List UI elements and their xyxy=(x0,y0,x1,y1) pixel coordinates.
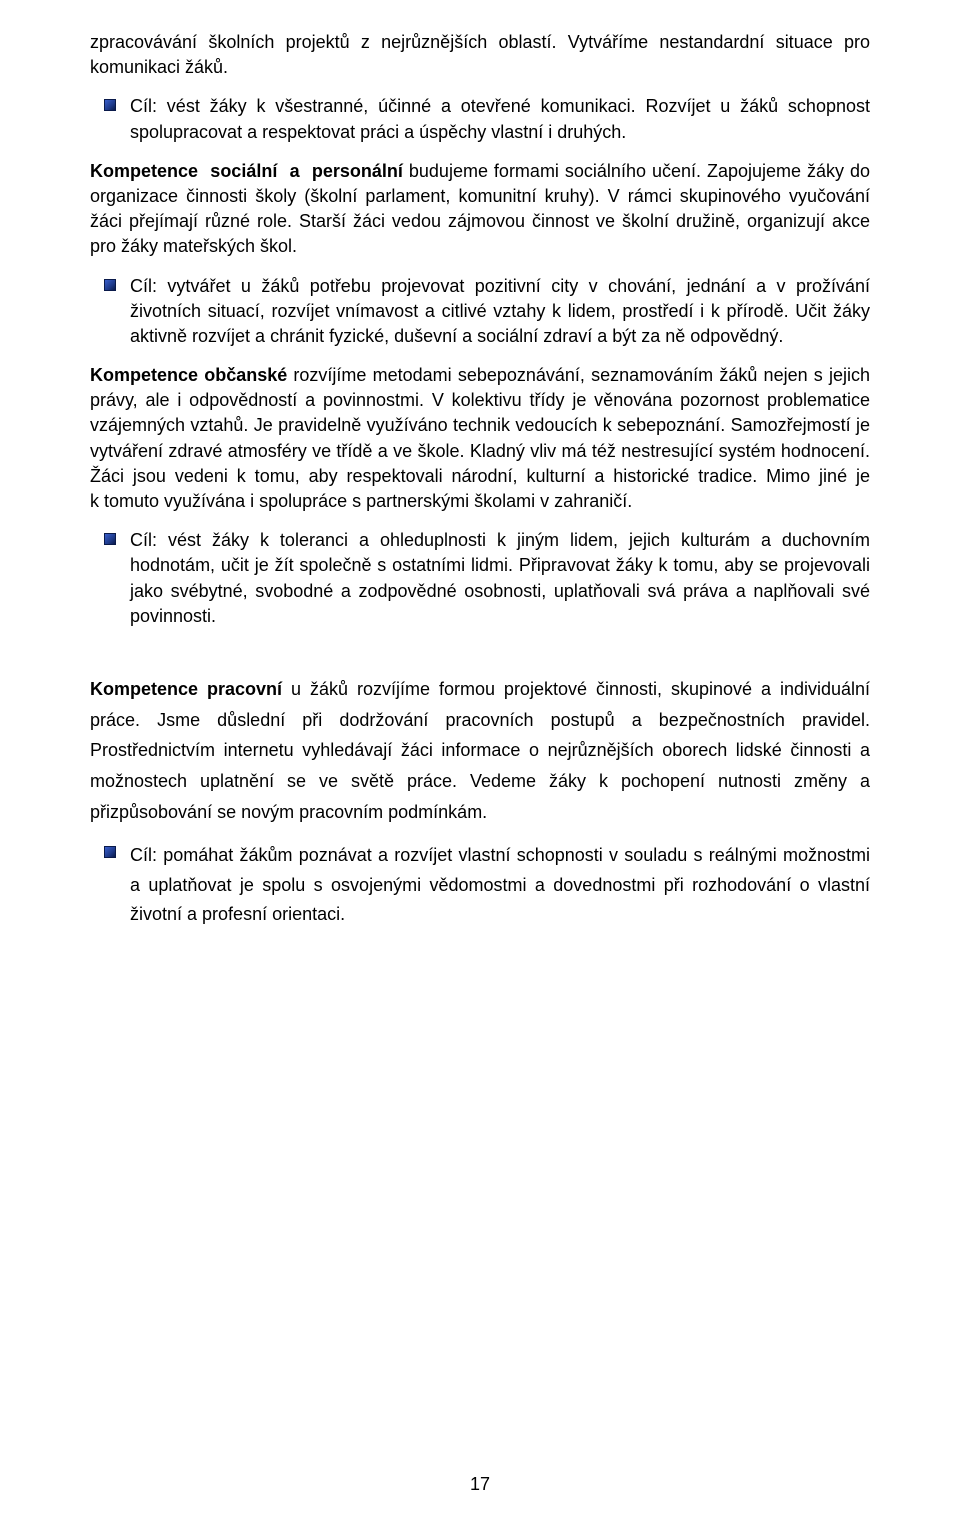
civic-heading: Kompetence občanské xyxy=(90,365,287,385)
intro-goal-block: Cíl: vést žáky k všestranné, účinné a ot… xyxy=(90,94,870,144)
square-bullet-icon xyxy=(104,279,116,291)
civic-goal-block: Cíl: vést žáky k toleranci a ohleduplnos… xyxy=(90,528,870,629)
civic-competence-paragraph: Kompetence občanské rozvíjíme metodami s… xyxy=(90,363,870,514)
civic-body: rozvíjíme metodami sebepoznávání, seznam… xyxy=(90,365,870,511)
square-bullet-icon xyxy=(104,533,116,545)
social-heading: Kompetence sociální a personální xyxy=(90,161,403,181)
civic-goal-text: Cíl: vést žáky k toleranci a ohleduplnos… xyxy=(130,530,870,626)
work-goal-block: Cíl: pomáhat žákům poznávat a rozvíjet v… xyxy=(90,841,870,930)
social-goal-block: Cíl: vytvářet u žáků potřebu projevovat … xyxy=(90,274,870,350)
square-bullet-icon xyxy=(104,99,116,111)
social-competence-paragraph: Kompetence sociální a personální budujem… xyxy=(90,159,870,260)
work-competence-paragraph: Kompetence pracovní u žáků rozvíjíme for… xyxy=(90,674,870,827)
intro-goal-text: Cíl: vést žáky k všestranné, účinné a ot… xyxy=(130,96,870,141)
intro-paragraph: zpracovávání školních projektů z nejrůzn… xyxy=(90,30,870,80)
work-goal-text: Cíl: pomáhat žákům poznávat a rozvíjet v… xyxy=(130,845,870,924)
work-heading: Kompetence pracovní xyxy=(90,679,282,699)
page-number: 17 xyxy=(0,1472,960,1497)
square-bullet-icon xyxy=(104,846,116,858)
social-goal-text: Cíl: vytvářet u žáků potřebu projevovat … xyxy=(130,276,870,346)
work-body: u žáků rozvíjíme formou projektové činno… xyxy=(90,679,870,821)
document-page: zpracovávání školních projektů z nejrůzn… xyxy=(0,0,960,1537)
